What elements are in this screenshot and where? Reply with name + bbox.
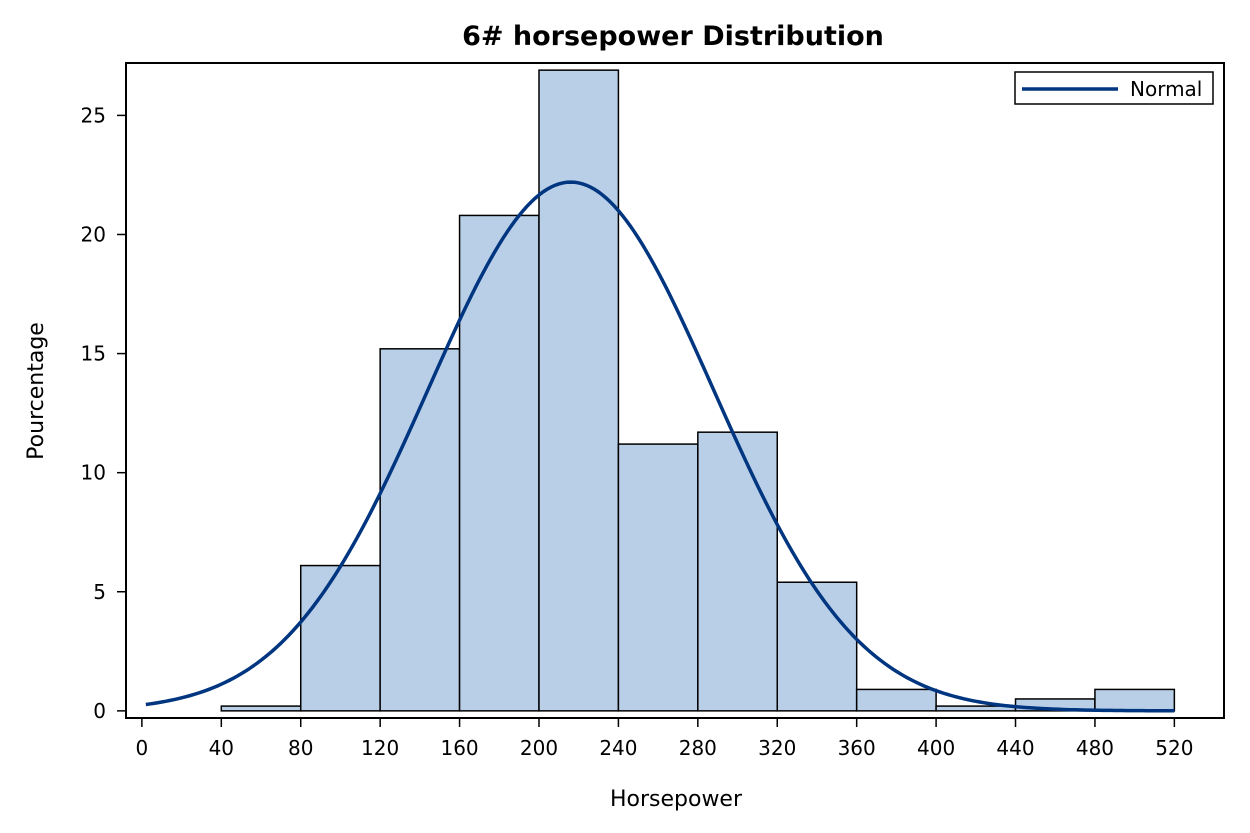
histogram-bar-320-360 xyxy=(776,581,858,712)
y-tick-label-5: 5 xyxy=(93,580,106,604)
legend-label-normal: Normal xyxy=(1130,77,1202,101)
normal-curve-line xyxy=(145,180,1175,713)
x-tick-label-440: 440 xyxy=(996,736,1034,760)
y-axis-label: Pourcentage xyxy=(24,322,49,460)
x-tick-label-120: 120 xyxy=(361,736,399,760)
histogram-bar-280-320 xyxy=(697,431,779,712)
y-tick-label-20: 20 xyxy=(81,222,106,246)
y-tick-label-15: 15 xyxy=(81,342,106,366)
x-tick-label-360: 360 xyxy=(838,736,876,760)
x-axis-label: Horsepower xyxy=(610,787,743,812)
histogram-bar-120-160 xyxy=(379,348,461,712)
x-axis-ticks: 0 40 80 120 160 200 240 280 320 360 400 440 480 520 xyxy=(136,718,1193,760)
y-tick-label-0: 0 xyxy=(93,699,106,723)
y-axis-ticks: 0 5 10 15 20 25 xyxy=(81,103,126,723)
x-tick-label-400: 400 xyxy=(917,736,955,760)
y-tick-label-10: 10 xyxy=(81,461,106,485)
chart-title: 6# horsepower Distribution xyxy=(462,21,884,52)
x-tick-label-40: 40 xyxy=(209,736,234,760)
legend: Normal xyxy=(1014,71,1214,105)
x-tick-label-280: 280 xyxy=(679,736,717,760)
x-tick-label-240: 240 xyxy=(599,736,637,760)
y-tick-label-25: 25 xyxy=(81,103,106,127)
x-tick-label-520: 520 xyxy=(1155,736,1193,760)
x-tick-label-480: 480 xyxy=(1076,736,1114,760)
plot-area-frame xyxy=(125,62,1225,719)
histogram-bar-240-280 xyxy=(617,443,699,712)
histogram-bar-360-400 xyxy=(855,688,937,712)
bars-group xyxy=(220,69,1176,712)
x-tick-label-80: 80 xyxy=(288,736,313,760)
histogram-bar-40-80 xyxy=(220,705,302,712)
histogram-bar-80-120 xyxy=(299,564,381,712)
x-tick-label-0: 0 xyxy=(136,736,149,760)
x-tick-label-160: 160 xyxy=(440,736,478,760)
x-tick-label-200: 200 xyxy=(520,736,558,760)
histogram-bar-200-240 xyxy=(538,69,620,712)
x-tick-label-320: 320 xyxy=(758,736,796,760)
histogram-bar-160-200 xyxy=(458,214,540,712)
histogram-bar-480-520 xyxy=(1094,688,1176,712)
